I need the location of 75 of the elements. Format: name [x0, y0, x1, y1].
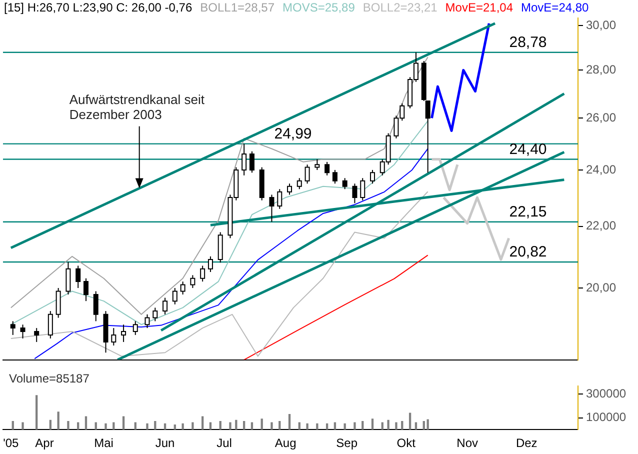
bar	[381, 422, 384, 430]
bar	[316, 423, 318, 430]
x-tick-label: '05	[3, 436, 20, 450]
y-tick-label: 20,00	[586, 280, 616, 294]
bar	[22, 422, 24, 430]
y-tick-label: 22,00	[586, 218, 616, 233]
bar	[182, 423, 184, 430]
y-tick-label: 24,00	[586, 162, 616, 176]
bar	[201, 416, 204, 430]
bar	[104, 423, 107, 430]
chart-title: [15] H:26,70 L:23,90 C: 26,00 -0,76	[4, 0, 192, 14]
bar	[334, 422, 336, 430]
bar	[12, 421, 14, 430]
bar	[154, 421, 156, 430]
bar	[77, 422, 80, 430]
bar	[229, 422, 232, 430]
text: MovE=24,80	[521, 0, 590, 14]
ref-line-label: 20,82	[509, 244, 547, 261]
x-tick-label: Aug	[274, 436, 296, 450]
text: MOVS=25,89	[282, 0, 356, 14]
bar	[288, 414, 291, 430]
bar	[67, 421, 70, 430]
text: MovE=21,04	[445, 0, 514, 14]
bar	[242, 421, 246, 430]
bar	[426, 419, 429, 430]
bar	[414, 422, 418, 430]
text: BOLL1=28,57	[200, 0, 275, 14]
ref-line-label: 22,15	[509, 204, 547, 221]
bar	[408, 412, 412, 430]
bar	[422, 421, 425, 430]
bar	[36, 395, 38, 430]
bar	[387, 420, 390, 430]
x-tick-label: Jul	[216, 436, 232, 450]
y-tick-label: 30,00	[586, 18, 616, 32]
y-tick-label: 28,00	[586, 62, 616, 76]
x-tick-label: Apr	[35, 436, 54, 450]
bar	[174, 424, 176, 430]
bar	[57, 412, 60, 430]
y-tick-label: 26,00	[586, 110, 616, 124]
bar	[219, 421, 222, 430]
bar	[270, 422, 273, 430]
bar	[371, 418, 374, 430]
bar	[278, 421, 281, 430]
ref-line-label: 28,78	[509, 34, 547, 52]
bar	[250, 422, 254, 430]
bar	[94, 422, 97, 430]
y-tick-label: 100000	[586, 410, 626, 424]
x-tick-label: Okt	[396, 436, 416, 450]
bar	[192, 422, 194, 430]
ref-line-label: 24,99	[274, 125, 312, 142]
text: Volume=85187	[9, 371, 90, 386]
bar	[122, 416, 125, 430]
x-tick-label: Nov	[456, 436, 478, 450]
bar	[146, 423, 148, 430]
bar	[49, 420, 52, 430]
bar	[362, 421, 364, 430]
bar	[395, 422, 398, 430]
bar	[112, 422, 115, 430]
x-tick-label: Sep	[336, 436, 358, 450]
bar	[209, 422, 212, 430]
x-tick-label: Dez	[516, 436, 538, 450]
x-tick-label: Mai	[94, 436, 114, 450]
bar	[134, 422, 136, 430]
bar	[260, 418, 263, 430]
ref-line-label: 24,40	[509, 140, 547, 158]
x-tick-label: Jun	[155, 436, 175, 450]
bar	[354, 422, 356, 430]
text: BOLL2=23,21	[362, 0, 438, 14]
bar	[401, 421, 404, 430]
annotation: Aufwärtstrendkanal seit Dezember 2003	[69, 92, 205, 122]
bar	[235, 420, 238, 430]
bar	[306, 423, 308, 430]
bar	[298, 422, 300, 430]
y-tick-label: 300000	[586, 386, 626, 401]
bar	[84, 416, 88, 430]
